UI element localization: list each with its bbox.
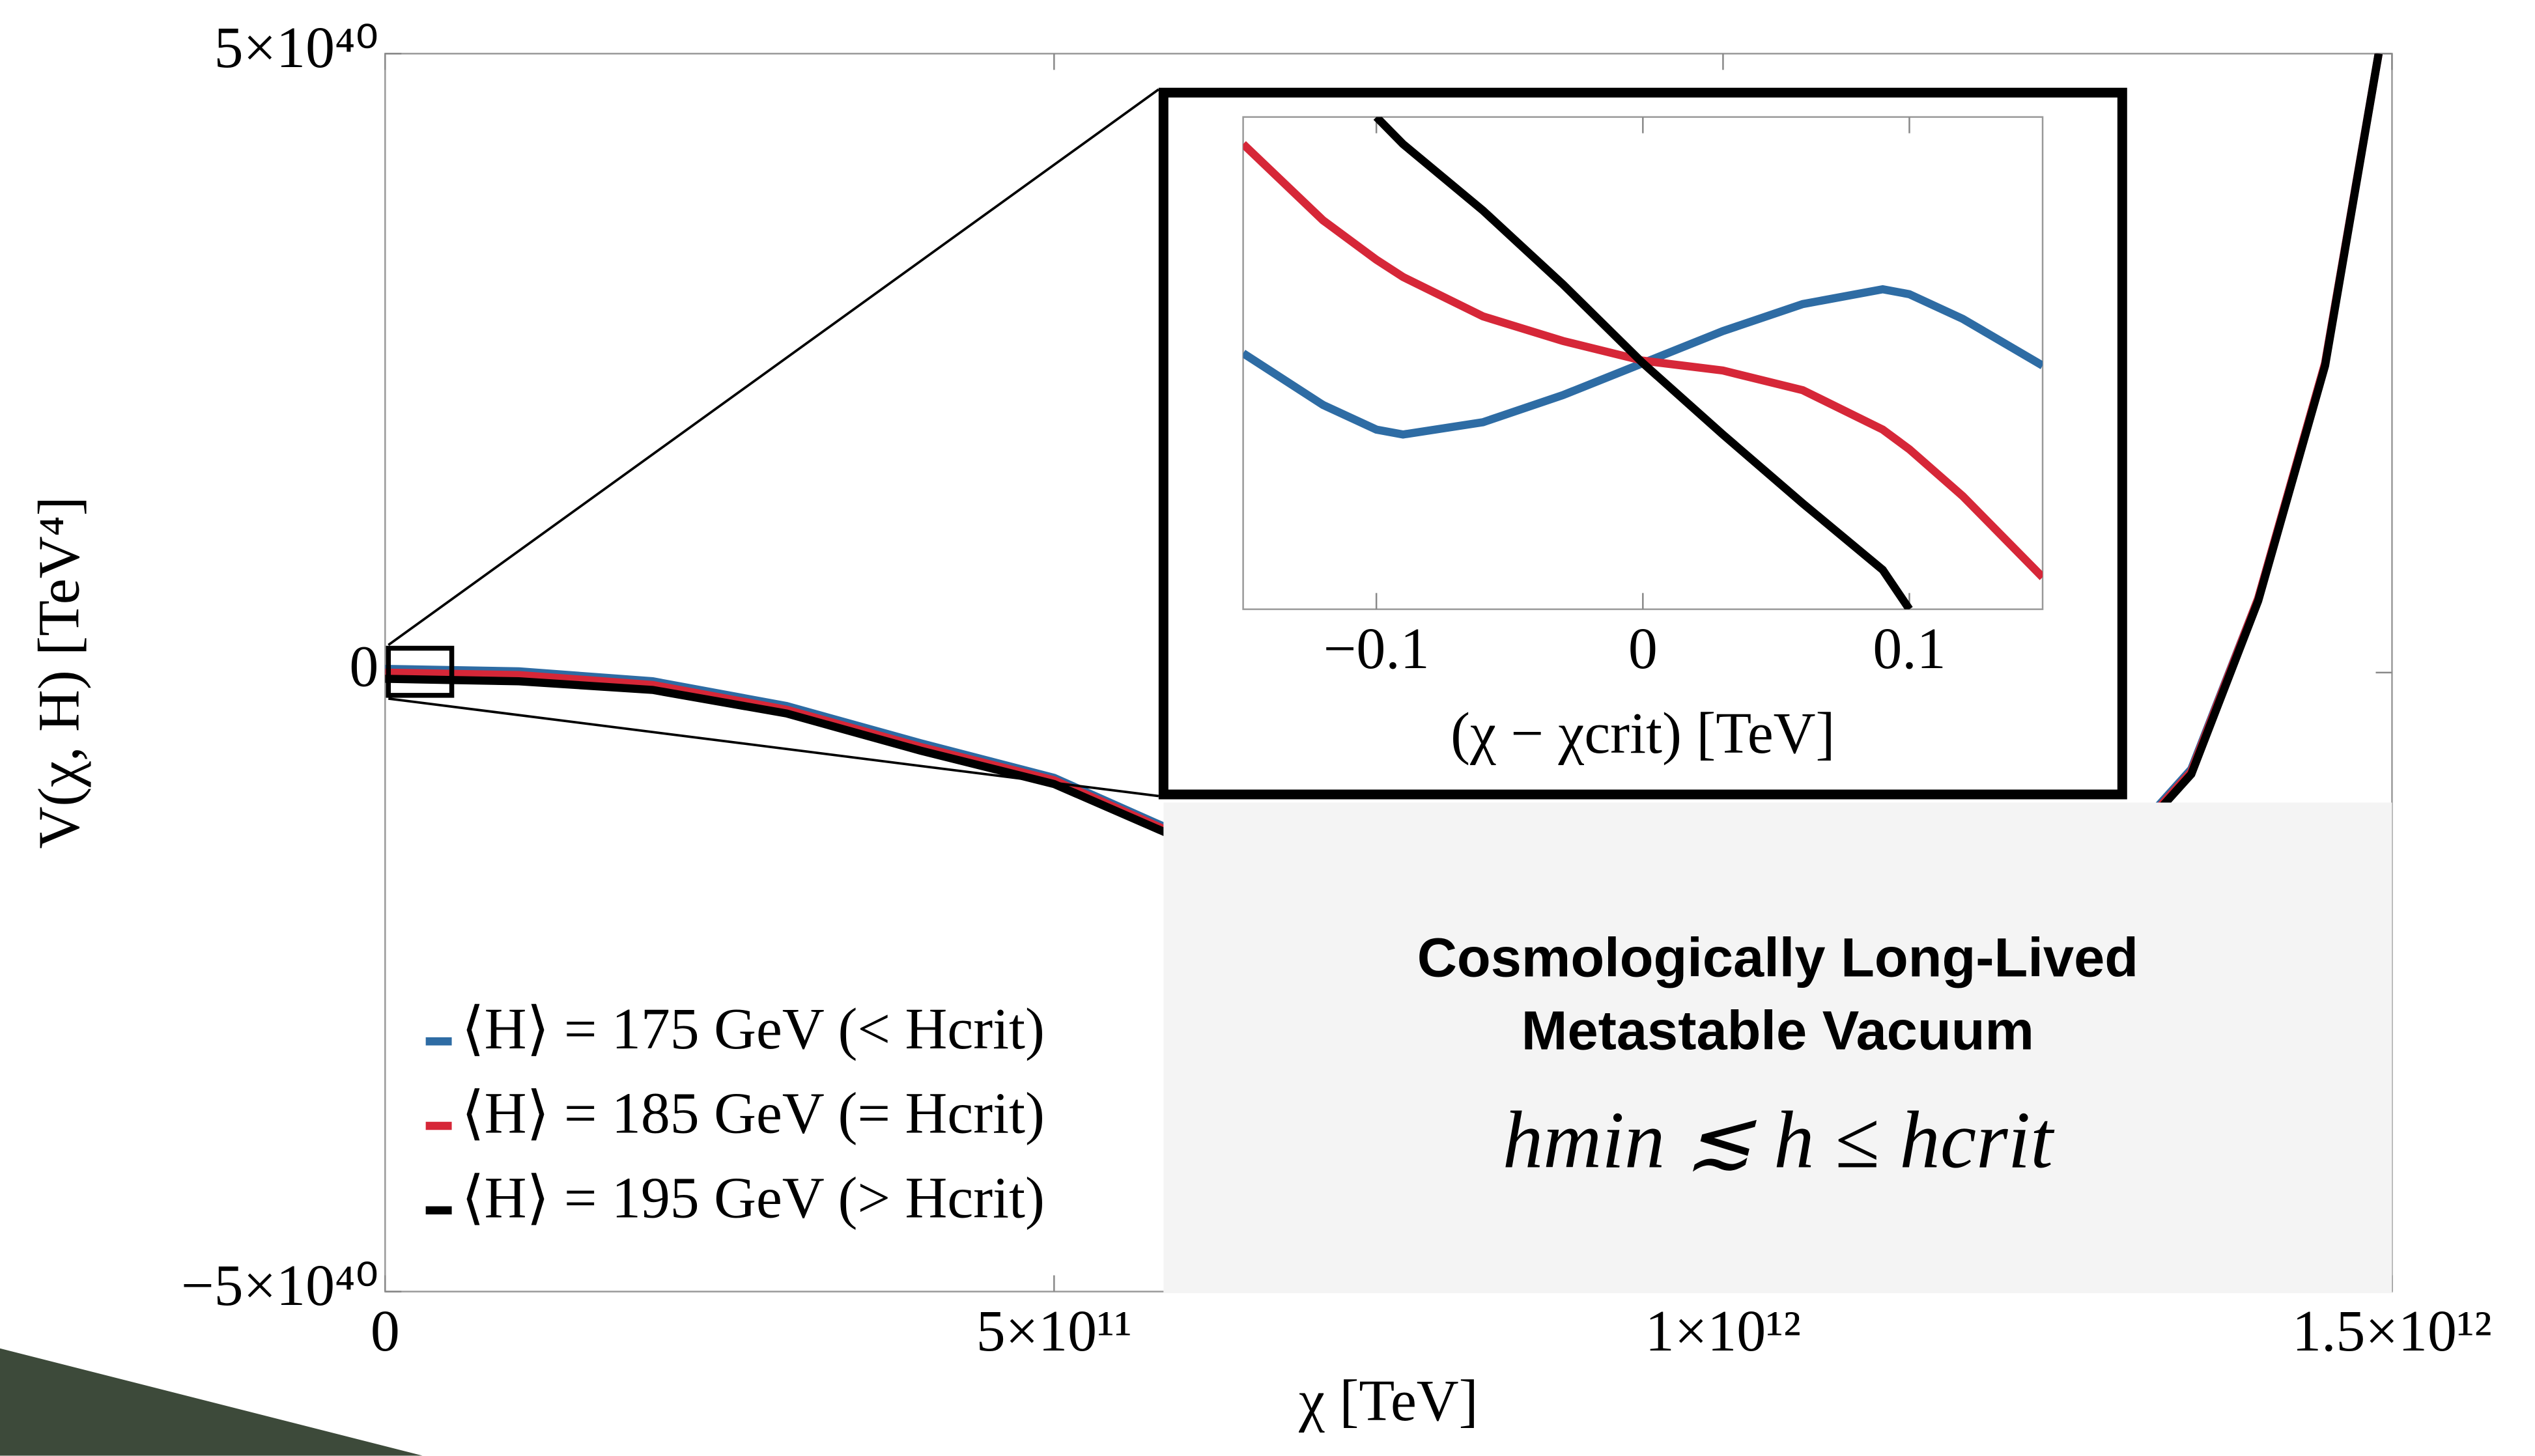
annotation-formula: hmin ≲ h ≤ hcrit <box>1503 1095 2055 1185</box>
legend-label: ⟨H⟩ = 195 GeV (> Hcrit) <box>462 1166 1045 1230</box>
x-tick-label: 1×10¹² <box>1645 1299 1801 1364</box>
x-tick-label: −0.1 <box>1324 617 1430 681</box>
annotation-title: Metastable Vacuum <box>1522 1000 2034 1061</box>
x-tick-label: 0 <box>1628 617 1658 681</box>
line-series <box>1373 117 1913 609</box>
x-tick-label: 1.5×10¹² <box>2292 1299 2492 1364</box>
zoom-line <box>388 88 1159 647</box>
y-tick-label: 5×10⁴⁰ <box>214 16 379 80</box>
zoom-line <box>388 697 1159 798</box>
background-photo <box>0 1348 423 1456</box>
y-axis-label: V(χ, H) [TeV⁴] <box>27 496 91 848</box>
annotation-title: Cosmologically Long-Lived <box>1417 926 2138 988</box>
x-tick-label: 0 <box>371 1299 400 1364</box>
x-tick-label: 0.1 <box>1873 617 1946 681</box>
legend-label: ⟨H⟩ = 185 GeV (= Hcrit) <box>462 1082 1045 1146</box>
y-tick-label: −5×10⁴⁰ <box>181 1253 378 1318</box>
x-tick-label: 5×10¹¹ <box>976 1299 1132 1364</box>
y-tick-label: 0 <box>349 635 378 699</box>
x-axis-label: (χ − χcrit) [TeV] <box>1451 701 1835 766</box>
annotation-box <box>1163 802 2392 1293</box>
legend-label: ⟨H⟩ = 175 GeV (< Hcrit) <box>462 997 1045 1061</box>
x-axis-label: χ [TeV] <box>1298 1369 1478 1433</box>
plot-area <box>1243 117 2043 609</box>
zoom-box <box>386 645 455 698</box>
